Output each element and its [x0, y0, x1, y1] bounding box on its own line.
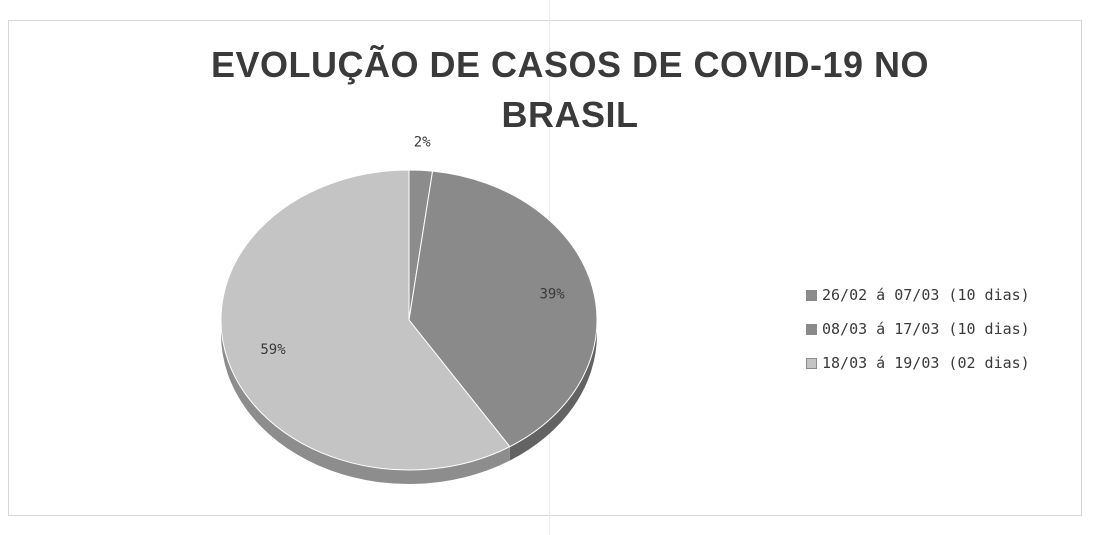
legend-item: 18/03 á 19/03 (02 dias) — [806, 346, 1086, 380]
pie-depth-layer — [221, 320, 597, 485]
pie-data-label: 59% — [260, 342, 286, 358]
legend-item: 08/03 á 17/03 (10 dias) — [806, 312, 1086, 346]
pie-slice-side — [221, 320, 510, 485]
legend-item: 26/02 á 07/03 (10 dias) — [806, 278, 1086, 312]
pie-labels-layer: 2% 39% 59% — [260, 134, 565, 358]
legend-label: 08/03 á 17/03 (10 dias) — [822, 320, 1030, 338]
pie-data-label: 2% — [414, 134, 431, 150]
legend-label: 18/03 á 19/03 (02 dias) — [822, 354, 1030, 372]
chart-title-line-1: EVOLUÇÃO DE CASOS DE COVID-19 NO — [210, 44, 930, 85]
chart-legend: 26/02 á 07/03 (10 dias) 08/03 á 17/03 (1… — [806, 278, 1086, 380]
legend-swatch — [806, 357, 817, 369]
pie-slice — [408, 170, 598, 448]
legend-label: 26/02 á 07/03 (10 dias) — [822, 286, 1030, 304]
pie-slice — [220, 169, 511, 471]
pie-data-label: 39% — [539, 286, 565, 302]
legend-swatch — [806, 323, 817, 335]
pie-slices-layer — [220, 169, 598, 471]
legend-swatch — [806, 289, 817, 301]
pie-slice-side — [509, 320, 597, 461]
chart-title-line-2: BRASIL — [501, 94, 639, 135]
chart-title: EVOLUÇÃO DE CASOS DE COVID-19 NO BRASIL — [120, 40, 1020, 140]
